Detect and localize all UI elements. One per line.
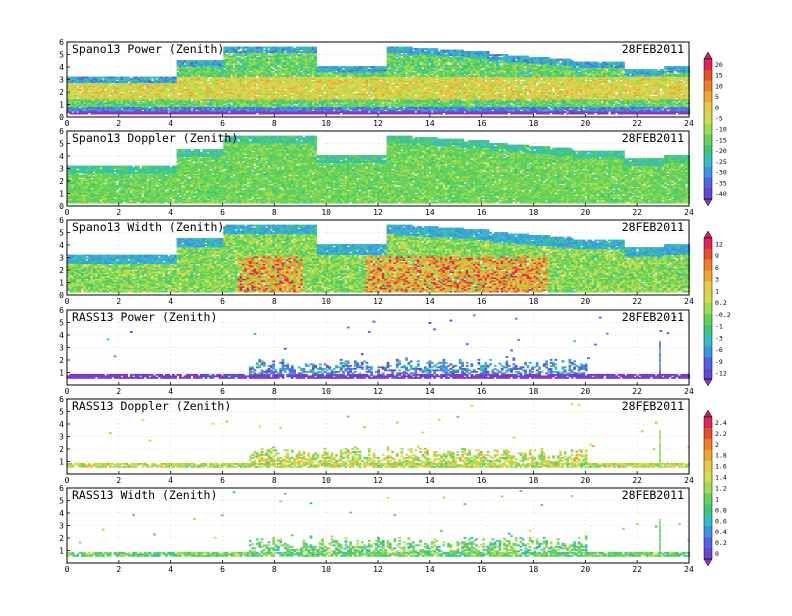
data-cell — [142, 102, 145, 104]
data-cell — [121, 77, 124, 79]
data-cell — [149, 101, 152, 103]
data-cell — [221, 84, 224, 86]
data-cell — [170, 95, 173, 97]
data-cell — [242, 59, 245, 61]
data-cell — [256, 47, 259, 49]
data-cell — [270, 68, 273, 70]
data-cell — [156, 77, 159, 79]
data-cell — [191, 60, 194, 62]
data-cell — [307, 75, 310, 77]
data-cell — [207, 102, 210, 104]
data-cell — [177, 107, 180, 109]
data-cell — [256, 78, 259, 80]
data-cell — [291, 98, 294, 100]
data-cell — [111, 84, 114, 86]
data-cell — [104, 77, 107, 79]
data-cell — [191, 110, 194, 112]
data-cell — [198, 60, 201, 62]
data-cell — [104, 102, 107, 104]
data-cell — [177, 95, 180, 97]
data-cell — [277, 47, 280, 49]
data-cell — [256, 57, 259, 59]
data-cell — [170, 77, 173, 79]
data-cell — [184, 60, 187, 62]
data-cell — [249, 47, 252, 49]
data-cell — [142, 111, 145, 113]
data-cell — [90, 77, 93, 79]
data-cell — [256, 86, 259, 88]
data-cell — [307, 47, 310, 49]
data-cell — [149, 77, 152, 79]
data-cell — [184, 89, 187, 91]
data-cell — [198, 77, 201, 79]
data-cell — [256, 89, 259, 91]
data-cell — [300, 72, 303, 74]
data-cell — [104, 90, 107, 92]
data-cell — [221, 60, 224, 62]
data-cell — [228, 47, 231, 49]
data-cell — [128, 77, 131, 79]
data-cell — [149, 108, 152, 110]
heatmap-cells — [67, 47, 690, 115]
data-cell — [242, 47, 245, 49]
data-cell — [97, 77, 100, 79]
data-cell — [291, 47, 294, 49]
data-cell — [214, 60, 217, 62]
data-cell — [142, 77, 145, 79]
data-cell — [135, 77, 138, 79]
data-cell — [235, 47, 238, 49]
data-cell — [207, 60, 210, 62]
data-cell — [270, 80, 273, 82]
data-cell — [184, 65, 187, 67]
data-cell — [76, 77, 79, 79]
data-cell — [76, 99, 79, 101]
data-cell — [284, 96, 287, 98]
data-cell — [69, 77, 72, 79]
data-cell — [156, 80, 159, 82]
data-cell — [111, 77, 114, 79]
data-cell — [221, 93, 224, 95]
data-cell — [270, 56, 273, 58]
data-cell — [228, 113, 231, 115]
data-cell — [83, 77, 86, 79]
data-cell — [121, 93, 124, 95]
data-cell — [76, 87, 79, 89]
data-cell — [284, 47, 287, 49]
data-cell — [191, 101, 194, 103]
data-cell — [121, 110, 124, 112]
data-cell — [284, 90, 287, 92]
data-cell — [177, 72, 180, 74]
data-cell — [111, 92, 114, 94]
data-cell — [256, 96, 259, 98]
data-cell — [263, 53, 266, 55]
data-cell — [263, 50, 266, 52]
data-cell — [291, 107, 294, 109]
data-cell — [263, 47, 266, 49]
data-cell — [291, 95, 294, 97]
data-cell — [284, 53, 287, 55]
data-cell — [300, 47, 303, 49]
data-cell — [300, 51, 303, 53]
data-cell — [207, 81, 210, 83]
data-cell — [163, 77, 166, 79]
data-cell — [177, 60, 180, 62]
data-cell — [76, 113, 79, 115]
data-cell — [277, 66, 280, 68]
data-cell — [128, 83, 131, 85]
data-cell — [270, 47, 273, 49]
data-cell — [249, 72, 252, 74]
